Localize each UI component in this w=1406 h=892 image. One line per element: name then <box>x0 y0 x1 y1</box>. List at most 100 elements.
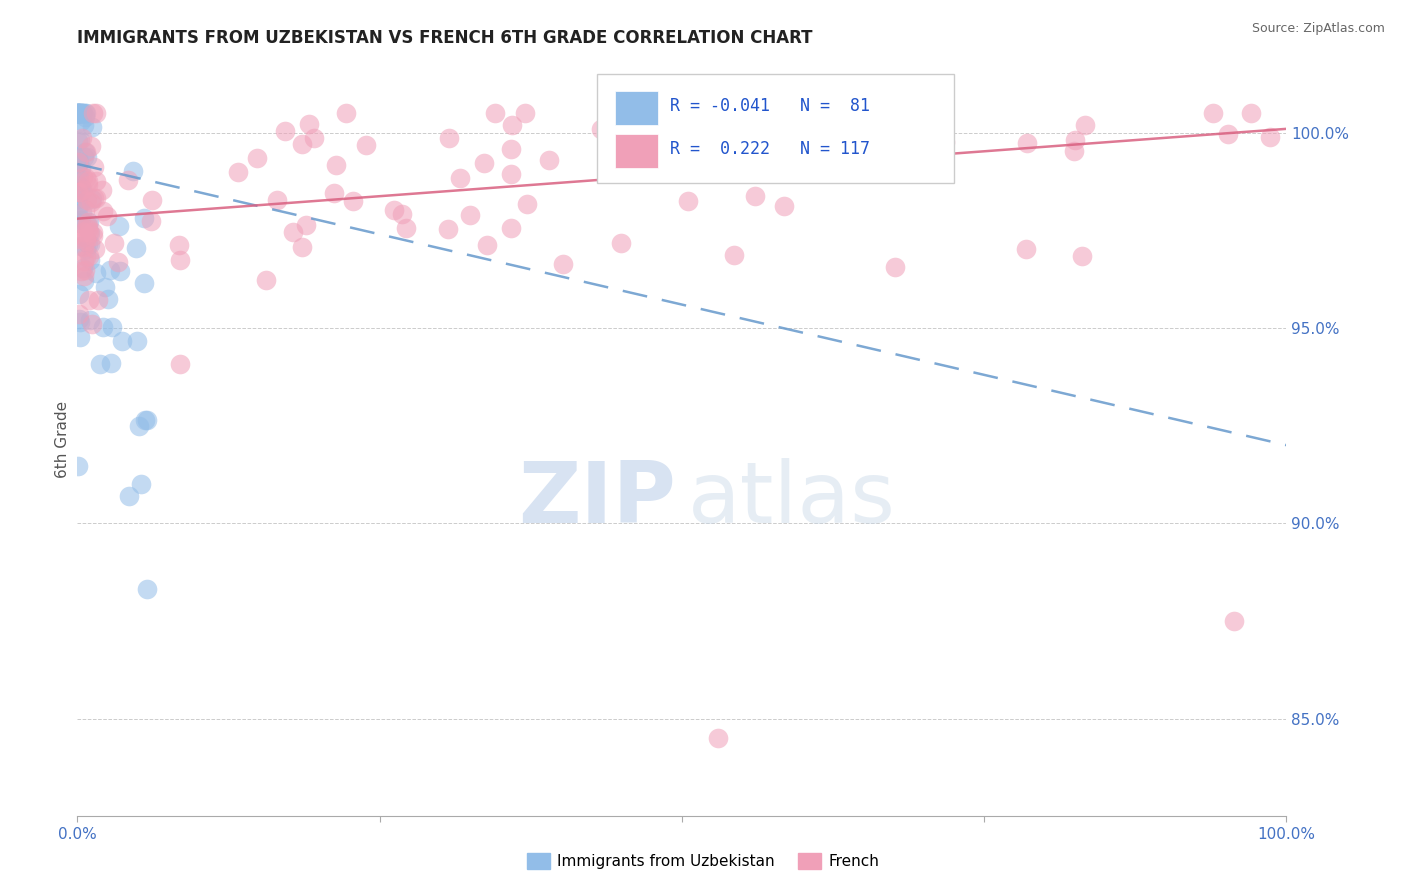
Point <box>134 276 156 290</box>
Point <box>66 192 89 206</box>
Point <box>67 459 90 474</box>
Point <box>1223 614 1246 628</box>
Point <box>610 235 633 250</box>
Point <box>281 225 304 239</box>
Point <box>723 248 745 262</box>
Point <box>69 264 91 278</box>
Point <box>395 221 418 235</box>
Point <box>1074 119 1097 133</box>
Point <box>67 155 90 169</box>
Point <box>638 106 661 120</box>
Point <box>73 274 96 288</box>
Point <box>228 165 250 179</box>
Point <box>83 191 105 205</box>
Point <box>67 312 90 326</box>
Point <box>79 227 101 241</box>
Point <box>437 222 460 236</box>
Point <box>135 582 157 597</box>
FancyBboxPatch shape <box>598 74 955 183</box>
Point <box>72 261 94 276</box>
Point <box>79 293 101 307</box>
Point <box>67 287 90 301</box>
Point <box>82 120 104 134</box>
Point <box>77 221 100 235</box>
Point <box>67 106 90 120</box>
Point <box>1240 106 1263 120</box>
Point <box>100 356 122 370</box>
Point <box>79 253 101 268</box>
Point <box>1015 243 1038 257</box>
Point <box>72 183 94 197</box>
Point <box>93 280 115 294</box>
Point <box>342 194 364 209</box>
Point <box>69 219 91 233</box>
Point <box>72 106 94 120</box>
Point <box>69 180 91 194</box>
Point <box>98 263 121 277</box>
Point <box>70 212 93 227</box>
Point <box>77 215 100 229</box>
Point <box>1202 106 1225 120</box>
Point <box>773 198 796 212</box>
Point <box>73 253 96 268</box>
Point <box>73 263 96 277</box>
FancyBboxPatch shape <box>616 91 658 125</box>
Point <box>449 171 471 186</box>
Point <box>73 202 96 217</box>
Point <box>66 106 89 120</box>
Point <box>67 202 90 217</box>
Point <box>274 124 297 138</box>
Y-axis label: 6th Grade: 6th Grade <box>55 401 70 478</box>
Point <box>69 315 91 329</box>
Point <box>103 235 125 250</box>
Point <box>75 170 97 185</box>
Point <box>67 106 90 120</box>
Text: atlas: atlas <box>688 458 896 541</box>
Point <box>135 413 157 427</box>
Point <box>129 477 152 491</box>
Point <box>501 220 523 235</box>
Point <box>302 131 325 145</box>
Point <box>254 273 277 287</box>
Point <box>67 134 90 148</box>
Point <box>132 211 155 226</box>
Point <box>108 264 131 278</box>
Point <box>96 209 118 223</box>
Point <box>1070 249 1092 263</box>
Point <box>75 106 97 120</box>
Point <box>849 164 872 178</box>
Point <box>82 228 104 243</box>
Point <box>75 234 97 248</box>
Point <box>70 184 93 198</box>
Point <box>1064 133 1087 147</box>
Point <box>73 145 96 159</box>
Point <box>1218 128 1240 142</box>
Point <box>73 111 96 125</box>
Point <box>744 189 766 203</box>
Point <box>66 106 89 120</box>
Point <box>79 236 101 251</box>
Point <box>501 167 523 181</box>
Point <box>72 106 94 120</box>
Point <box>76 150 98 164</box>
Point <box>734 106 756 120</box>
Point <box>707 731 730 745</box>
Point <box>84 106 107 120</box>
Point <box>67 186 90 200</box>
Point <box>75 145 97 159</box>
Point <box>69 161 91 175</box>
Point <box>79 225 101 239</box>
Point <box>66 106 89 120</box>
Point <box>66 106 89 120</box>
Point <box>291 240 314 254</box>
Point <box>1258 129 1281 144</box>
Point <box>323 186 346 200</box>
Point <box>111 334 134 348</box>
Point <box>821 106 844 120</box>
Point <box>70 239 93 253</box>
Point <box>69 197 91 211</box>
Point <box>97 293 120 307</box>
Point <box>77 215 100 229</box>
Point <box>72 226 94 240</box>
Point <box>458 208 481 222</box>
